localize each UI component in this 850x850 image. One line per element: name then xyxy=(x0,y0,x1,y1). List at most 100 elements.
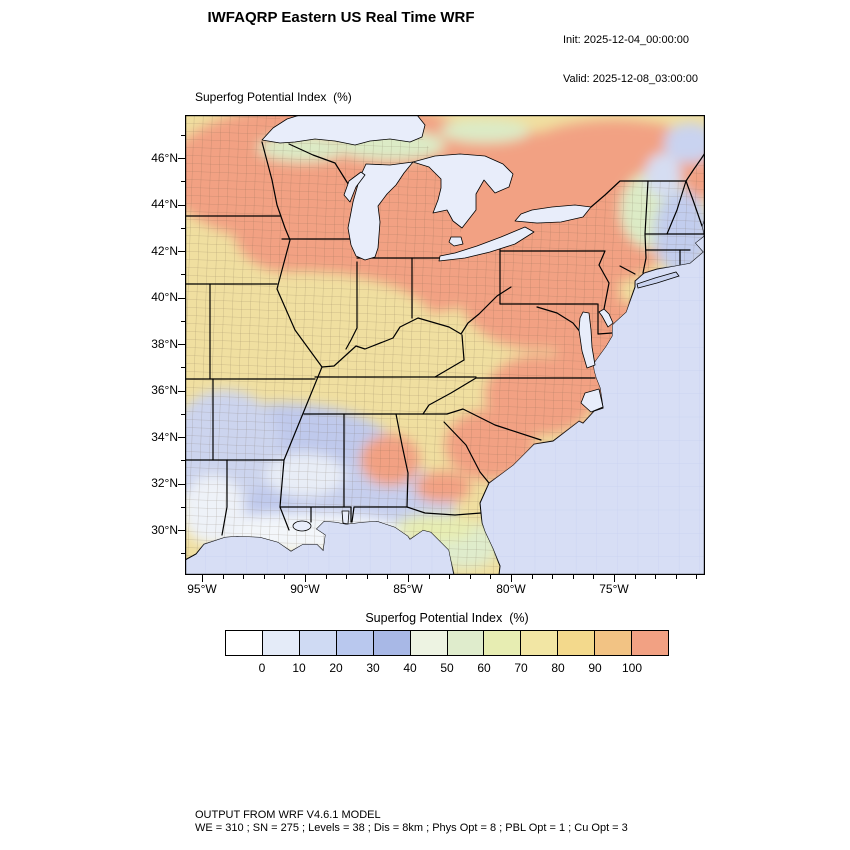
colorbar-tick-label: 80 xyxy=(551,661,565,675)
lake-ontario xyxy=(514,204,592,224)
lat-label: 36°N xyxy=(151,383,178,397)
lat-tick-mark xyxy=(181,413,185,415)
colorbar-tick-label: 10 xyxy=(292,661,306,675)
map-svg xyxy=(185,115,705,575)
map-plot xyxy=(185,115,705,575)
colorbar-tick-label: 40 xyxy=(403,661,417,675)
lat-tick-mark xyxy=(181,320,185,322)
colorbar xyxy=(225,630,670,656)
delaware-bay xyxy=(598,308,614,328)
lat-tick-mark xyxy=(178,158,185,159)
lon-label: 85°W xyxy=(393,582,423,596)
lon-tick-mark xyxy=(387,575,389,579)
lat-tick-mark xyxy=(181,227,185,229)
lat-label: 42°N xyxy=(151,244,178,258)
lon-tick-mark xyxy=(325,575,327,579)
lake-superior xyxy=(261,115,426,146)
lon-tick-mark xyxy=(655,575,657,579)
colorbar-cell xyxy=(225,630,263,656)
colorbar-cell xyxy=(298,630,337,656)
lat-tick-mark xyxy=(178,297,185,299)
colorbar-tick-label: 20 xyxy=(329,661,343,675)
colorbar-cell xyxy=(446,630,485,656)
lon-tick-mark xyxy=(305,575,307,582)
lake-huron xyxy=(412,153,514,229)
lon-tick-mark xyxy=(428,575,430,579)
lon-tick-mark xyxy=(552,575,554,579)
lon-tick-mark xyxy=(222,575,224,579)
colorbar-tick-label: 50 xyxy=(440,661,454,675)
colorbar-cell xyxy=(483,630,522,656)
plot-title: IWFAQRP Eastern US Real Time WRF xyxy=(207,9,475,26)
lat-tick-mark xyxy=(181,553,185,555)
valid-time: Valid: 2025-12-08_03:00:00 xyxy=(563,73,698,85)
run-info: Init: 2025-12-04_00:00:00 Valid: 2025-12… xyxy=(563,8,698,112)
lat-tick-mark xyxy=(178,390,185,392)
lake-st-clair xyxy=(448,236,464,247)
colorbar-cell xyxy=(557,630,596,656)
lat-tick-mark xyxy=(181,274,185,276)
colorbar-tick-label: 70 xyxy=(514,661,528,675)
lon-tick-mark xyxy=(449,575,451,579)
lat-label: 38°N xyxy=(151,337,178,351)
lat-tick-mark xyxy=(178,437,185,438)
lat-label: 44°N xyxy=(151,197,178,211)
lon-tick-mark xyxy=(263,575,265,579)
lon-label: 95°W xyxy=(187,582,217,596)
lake-pontchartrain xyxy=(292,520,312,532)
long-island xyxy=(636,271,680,289)
lon-label: 80°W xyxy=(496,582,526,596)
lon-tick-mark xyxy=(202,575,204,582)
init-time: Init: 2025-12-04_00:00:00 xyxy=(563,34,689,46)
colorbar-tick-label: 60 xyxy=(477,661,491,675)
footer-line-1: OUTPUT FROM WRF V4.6.1 MODEL xyxy=(195,809,381,821)
lon-tick-mark xyxy=(511,575,513,582)
lake-erie xyxy=(438,226,535,262)
colorbar-cell xyxy=(520,630,559,656)
lon-tick-mark xyxy=(284,575,286,579)
lat-tick-mark xyxy=(181,367,185,369)
lon-tick-mark xyxy=(675,575,677,579)
lat-tick-mark xyxy=(178,344,185,345)
lat-tick-mark xyxy=(178,204,185,206)
mobile-bay xyxy=(341,510,350,525)
lon-tick-mark xyxy=(490,575,492,579)
colorbar-cell xyxy=(261,630,300,656)
colorbar-cell xyxy=(631,630,670,656)
colorbar-cell xyxy=(335,630,374,656)
colorbar-cell xyxy=(409,630,448,656)
state-boundaries xyxy=(185,141,705,536)
lat-tick-mark xyxy=(178,530,185,531)
lat-label: 46°N xyxy=(151,151,178,165)
lon-tick-mark xyxy=(634,575,636,579)
colorbar-cell xyxy=(594,630,633,656)
lon-tick-mark xyxy=(243,575,245,579)
lakes-layer xyxy=(261,115,614,532)
colorbar-tick-labels: 0 10 20 30 40 50 60 70 80 90 100 xyxy=(0,661,850,677)
colorbar-title: Superfog Potential Index (%) xyxy=(365,611,529,625)
footer: OUTPUT FROM WRF V4.6.1 MODEL WE = 310 ; … xyxy=(195,809,628,835)
lat-tick-mark xyxy=(178,483,185,485)
lon-tick-mark xyxy=(593,575,595,579)
lat-label: 30°N xyxy=(151,523,178,537)
lon-tick-mark xyxy=(408,575,410,582)
lon-tick-mark xyxy=(572,575,574,579)
lat-label: 34°N xyxy=(151,430,178,444)
pamlico-sound xyxy=(580,388,604,413)
green-bay xyxy=(343,171,366,203)
colorbar-tick-label: 30 xyxy=(366,661,380,675)
lon-tick-mark xyxy=(614,575,616,582)
field-label: Superfog Potential Index (%) xyxy=(195,90,352,104)
colorbar-tick-label: 90 xyxy=(588,661,602,675)
lat-tick-mark xyxy=(181,460,185,462)
lat-tick-mark xyxy=(181,181,185,183)
footer-line-2: WE = 310 ; SN = 275 ; Levels = 38 ; Dis … xyxy=(195,822,628,834)
colorbar-tick-label: 100 xyxy=(621,661,643,675)
lon-tick-mark xyxy=(531,575,533,579)
lon-tick-mark xyxy=(696,575,698,579)
lon-label: 90°W xyxy=(290,582,320,596)
lat-tick-mark xyxy=(178,251,185,252)
lon-label: 75°W xyxy=(599,582,629,596)
lat-label: 32°N xyxy=(151,476,178,490)
